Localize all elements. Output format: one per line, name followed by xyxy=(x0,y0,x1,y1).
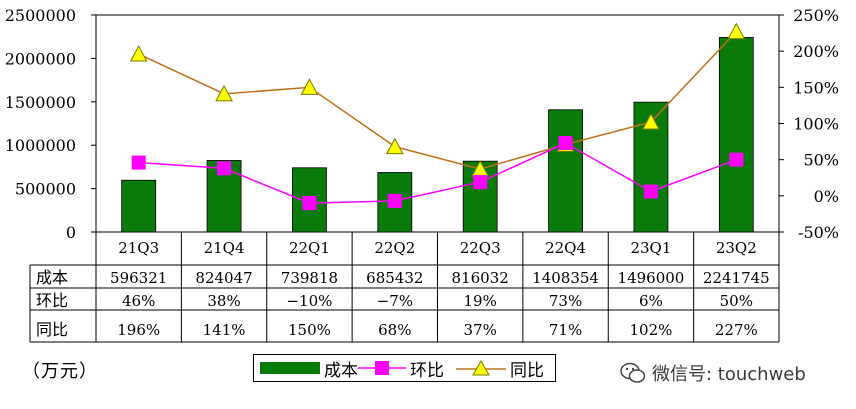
line-series xyxy=(129,22,746,211)
marker-triangle-tb xyxy=(727,22,746,40)
watermark-text: 微信号: touchweb xyxy=(652,364,806,385)
legend-item-hb: 环比 xyxy=(356,355,444,381)
table-row-label: 成本 xyxy=(36,268,68,287)
table-cell: −10% xyxy=(286,292,332,310)
marker-square-hb xyxy=(473,175,488,190)
legend-swatch-triangle-line xyxy=(456,360,506,376)
category-label: 22Q4 xyxy=(545,239,586,257)
legend: 成本 环比 同比 xyxy=(253,354,556,382)
category-label: 22Q2 xyxy=(374,239,415,257)
right-tick-label: -50% xyxy=(798,223,839,242)
legend-item-tb: 同比 xyxy=(454,355,544,381)
table-cell: 739818 xyxy=(281,269,338,287)
legend-label-hb: 环比 xyxy=(410,360,444,381)
plot-frame xyxy=(95,14,780,233)
marker-square-hb xyxy=(729,152,744,167)
line-triangle xyxy=(138,31,737,170)
table-cell: 71% xyxy=(549,321,582,339)
table-cell: 824047 xyxy=(195,269,252,287)
marker-triangle-tb xyxy=(385,137,404,155)
table-cell: 102% xyxy=(629,321,672,339)
table-cell: 227% xyxy=(715,321,758,339)
table-cell: 196% xyxy=(117,321,160,339)
table-cell: 46% xyxy=(122,292,155,310)
table-cell: 50% xyxy=(720,292,753,310)
bar-cost xyxy=(121,179,157,233)
legend-label-cost: 成本 xyxy=(324,360,358,381)
marker-square-hb xyxy=(217,161,232,176)
marker-square-hb xyxy=(387,193,402,208)
category-label: 21Q4 xyxy=(204,239,245,257)
marker-triangle-tb xyxy=(129,44,148,62)
data-table: 21Q3 21Q4 22Q1 22Q2 22Q3 22Q4 23Q1 23Q2 成本 596321… xyxy=(29,232,780,343)
marker-triangle-tb xyxy=(300,78,319,95)
right-tick-label: 250% xyxy=(793,6,839,25)
right-tick-label: 100% xyxy=(793,115,839,134)
bar-cost xyxy=(633,101,669,233)
table-cell: 685432 xyxy=(366,269,423,287)
table-cell: −7% xyxy=(377,292,413,310)
category-label: 23Q1 xyxy=(630,239,671,257)
table-cell: 37% xyxy=(464,321,497,339)
marker-square-hb xyxy=(131,155,146,170)
category-label: 22Q3 xyxy=(460,239,501,257)
table-cell: 6% xyxy=(639,292,663,310)
bar-series xyxy=(121,37,754,233)
table-cell: 596321 xyxy=(110,269,167,287)
bar-cost xyxy=(718,37,754,233)
legend-label-tb: 同比 xyxy=(510,360,544,381)
table-row-label: 同比 xyxy=(36,320,68,339)
left-tick-label: 1000000 xyxy=(5,136,76,155)
bar-cost xyxy=(548,109,583,233)
plot-area xyxy=(95,14,780,233)
right-tick-label: 150% xyxy=(793,78,839,97)
right-axis-ticks: -50% 0% 50% 100% 150% 200% 250% xyxy=(779,6,839,242)
table-cell: 68% xyxy=(378,321,411,339)
table-cell: 1496000 xyxy=(618,269,685,287)
left-axis-ticks: 0 500000 1000000 1500000 2000000 2500000 xyxy=(5,6,96,242)
table-row-label: 环比 xyxy=(36,291,68,310)
marker-square-hb xyxy=(302,196,317,211)
right-tick-label: 200% xyxy=(793,42,839,61)
table-cell: 19% xyxy=(464,292,497,310)
bar-cost xyxy=(462,160,498,233)
left-tick-label: 1500000 xyxy=(5,93,76,112)
legend-swatch-bar xyxy=(260,362,320,374)
right-tick-label: 0% xyxy=(814,187,839,206)
marker-triangle-tb xyxy=(215,84,233,102)
right-tick-label: 50% xyxy=(803,151,839,170)
line-square xyxy=(138,142,737,204)
left-tick-label: 0 xyxy=(66,223,76,242)
unit-label: （万元） xyxy=(22,361,98,382)
category-label: 21Q3 xyxy=(118,239,159,257)
table-cell: 38% xyxy=(207,292,240,310)
wechat-icon xyxy=(620,362,646,383)
table-cell: 816032 xyxy=(452,269,509,287)
legend-item-cost: 成本 xyxy=(260,355,358,381)
left-tick-label: 2500000 xyxy=(5,6,76,25)
legend-swatch-square-line xyxy=(358,361,406,375)
table-cell: 141% xyxy=(203,321,246,339)
watermark: 微信号: touchweb xyxy=(620,360,806,386)
category-label: 23Q2 xyxy=(716,239,757,257)
left-tick-label: 500000 xyxy=(15,180,76,199)
table-cell: 2241745 xyxy=(703,269,770,287)
table-cell: 150% xyxy=(288,321,331,339)
marker-square-hb xyxy=(558,136,573,151)
left-tick-label: 2000000 xyxy=(5,49,76,68)
marker-triangle-tb xyxy=(642,112,660,130)
table-cell: 1408354 xyxy=(532,269,599,287)
marker-square-hb xyxy=(643,184,658,199)
category-label: 22Q1 xyxy=(289,239,330,257)
table-cell: 73% xyxy=(549,292,582,310)
